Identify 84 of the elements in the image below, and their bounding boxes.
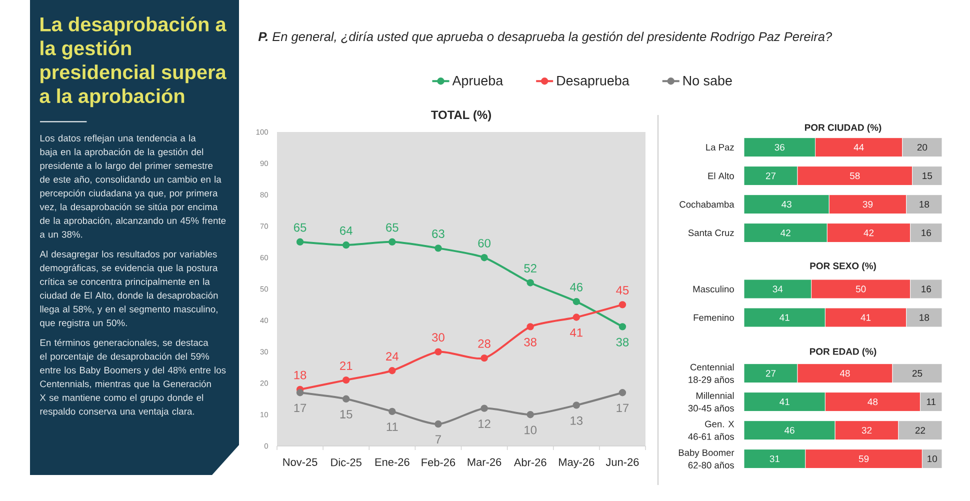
data-label: 11	[386, 422, 398, 431]
data-label: 16	[922, 229, 932, 236]
chart-title: POR CIUDAD (%)	[805, 124, 882, 133]
data-label: 48	[840, 370, 850, 377]
data-label: 65	[386, 223, 398, 232]
text: Al desagregar los resultados por variables demográficas, se evidencia que la postura crítica se concentra principalmente en la ciudad de El Alto, donde la desaprobación llega al 58%, y en el segmento masculino, que registra un 50%.	[40, 250, 218, 328]
data-label: 28	[478, 339, 490, 348]
data-label: 32	[862, 426, 872, 434]
data-label: 25	[912, 370, 922, 377]
data-label: 65	[294, 223, 306, 232]
y-tick-label: Gen. X 46-61 años	[688, 420, 734, 440]
data-label: 41	[780, 314, 790, 321]
data-label: 46	[784, 426, 794, 434]
data-label: 63	[432, 230, 444, 238]
data-label: 41	[570, 328, 582, 337]
y-tick-label: Baby Boomer 62-80 años	[678, 449, 734, 468]
chart-title: TOTAL (%)	[431, 110, 491, 122]
data-label: 11	[926, 398, 936, 406]
data-label: 18	[294, 370, 306, 380]
data-label: 20	[917, 144, 928, 151]
data-label: 38	[524, 338, 536, 346]
y-tick-label: Cochabamba	[680, 200, 734, 208]
text: P. En general, ¿diría usted que aprueba o desaprueba la gestión del presidente Rodrigo Paz Pereira?	[258, 32, 832, 44]
data-label: 50	[856, 286, 866, 292]
chart-title: POR SEXO (%)	[810, 262, 876, 272]
legend-label: Aprueba	[452, 76, 504, 88]
data-label: 64	[340, 226, 352, 235]
data-label: 7	[436, 435, 441, 444]
data-label: 21	[340, 362, 352, 370]
data-label: 15	[922, 172, 932, 180]
x-tick-label: Mar-26	[468, 458, 502, 466]
y-tick-label: Femenino	[694, 314, 734, 321]
data-label: 15	[340, 410, 352, 418]
y-tick-label: El Alto	[708, 172, 734, 180]
y-tick-label: Millennial 30-45 años	[688, 392, 734, 412]
data-label: 42	[780, 229, 790, 236]
data-label: 27	[766, 172, 776, 180]
data-label: 12	[478, 420, 490, 428]
data-label: 31	[770, 455, 780, 462]
x-tick-label: Jun-26	[606, 458, 639, 466]
data-label: 16	[922, 286, 932, 292]
data-label: 24	[386, 352, 398, 360]
text: La desaprobación a la gestión presidencial supera a la aprobación	[40, 16, 226, 108]
data-label: 34	[772, 286, 783, 292]
text: Los datos reflejan una tendencia a la baja en la aprobación de la gestión del presidente a lo largo del primer semestre de este año, consolidando un cambio en la percepción ciudadana ya que, por primera vez, la desaprobación se sitúa por encima de la aprobación, alcanzando un 45% frente a un 38%.	[40, 134, 226, 238]
data-label: 59	[858, 455, 869, 462]
data-label: 42	[864, 229, 874, 236]
x-tick-label: Dic-25	[331, 458, 362, 466]
data-label: 18	[920, 314, 930, 321]
text: En términos generacionales, se destaca el porcentaje de desaprobación del 59% entre los Baby Boomers y del 48% entre los Centennials, mientras que la Generación X se mantiene como el grupo donde el respaldo conserva una ventaja clara.	[40, 338, 226, 417]
x-tick-label: May-26	[559, 458, 594, 468]
data-label: 22	[915, 427, 926, 434]
x-tick-label: Nov-25	[283, 458, 318, 466]
data-label: 38	[616, 338, 629, 346]
x-tick-label: Feb-26	[422, 458, 456, 466]
data-label: 44	[854, 144, 864, 151]
data-label: 10	[524, 426, 537, 434]
data-label: 41	[780, 398, 790, 406]
y-tick-label: Centennial 18-29 años	[688, 364, 734, 383]
chart-title: POR EDAD (%)	[810, 348, 876, 357]
data-label: 60	[478, 238, 490, 248]
legend-label: No sabe	[683, 76, 732, 86]
x-tick-label: Abr-26	[514, 458, 546, 466]
y-tick-label: Santa Cruz	[688, 230, 734, 236]
legend-label: Desaprueba	[557, 76, 630, 88]
data-label: 52	[524, 264, 536, 273]
data-label: 41	[860, 314, 871, 321]
data-label: 46	[570, 282, 583, 292]
data-label: 17	[294, 404, 306, 412]
x-tick-label: Ene-26	[375, 458, 410, 466]
data-label: 30	[432, 333, 444, 342]
data-label: 45	[616, 286, 629, 294]
data-label: 39	[862, 200, 873, 208]
data-label: 43	[782, 200, 792, 208]
data-label: 48	[868, 398, 878, 406]
y-tick-label: La Paz	[706, 144, 734, 151]
data-label: 17	[616, 404, 629, 412]
data-label: 13	[570, 416, 583, 425]
data-label: 36	[774, 144, 784, 151]
data-label: 18	[920, 200, 930, 208]
data-label: 58	[850, 172, 860, 180]
y-tick-label: Masculino	[693, 286, 734, 292]
data-label: 10	[928, 455, 937, 462]
data-label: 27	[766, 370, 776, 377]
